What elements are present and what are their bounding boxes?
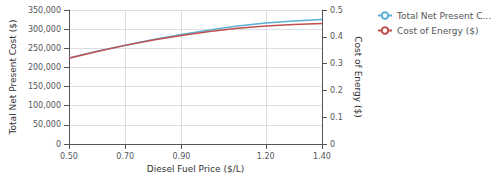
svg-text:150,000: 150,000 (28, 82, 61, 91)
svg-text:350,000: 350,000 (28, 6, 61, 15)
svg-text:Cost of Energy ($): Cost of Energy ($) (397, 26, 479, 36)
svg-text:300,000: 300,000 (28, 25, 61, 34)
svg-text:50,000: 50,000 (33, 120, 61, 129)
svg-text:Total Net Present Cost ($): Total Net Present Cost ($) (8, 20, 18, 136)
svg-text:250,000: 250,000 (28, 44, 61, 53)
svg-text:Total Net Present C...: Total Net Present C... (396, 11, 491, 21)
svg-text:0.1: 0.1 (330, 113, 343, 122)
svg-text:1.20: 1.20 (257, 152, 275, 161)
svg-text:0: 0 (330, 140, 335, 149)
svg-text:Cost of Energy ($): Cost of Energy ($) (353, 36, 363, 118)
svg-text:1.40: 1.40 (313, 152, 331, 161)
svg-text:200,000: 200,000 (28, 63, 61, 72)
svg-text:0.4: 0.4 (330, 32, 343, 41)
svg-text:0.3: 0.3 (330, 59, 343, 68)
svg-text:100,000: 100,000 (28, 101, 61, 110)
svg-text:0.70: 0.70 (116, 152, 134, 161)
svg-text:0.50: 0.50 (60, 152, 78, 161)
svg-text:0.90: 0.90 (173, 152, 191, 161)
svg-text:0.5: 0.5 (330, 6, 343, 15)
svg-text:0: 0 (56, 140, 61, 149)
svg-text:0.2: 0.2 (330, 86, 343, 95)
svg-text:Diesel Fuel Price ($/L): Diesel Fuel Price ($/L) (147, 164, 244, 174)
